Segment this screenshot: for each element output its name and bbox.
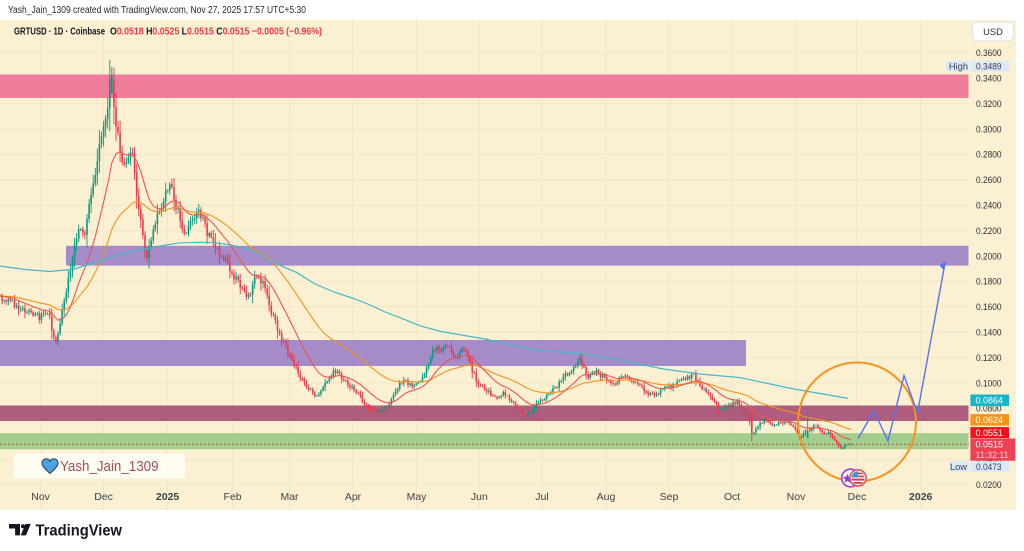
svg-text:O0.0518 H0.0525 L0.0515 C0.051: O0.0518 H0.0525 L0.0515 C0.0515 −0.0005 … [110,27,322,38]
svg-text:Nov: Nov [31,491,50,503]
svg-text:0.1200: 0.1200 [976,353,1002,363]
svg-text:0.0551: 0.0551 [976,428,1004,438]
svg-text:0.1600: 0.1600 [976,302,1002,312]
svg-text:Yash_Jain_1309 created with Tr: Yash_Jain_1309 created with TradingView.… [8,5,306,16]
svg-text:0.3600: 0.3600 [976,48,1002,58]
svg-text:0.0515: 0.0515 [976,440,1004,450]
svg-text:0.2600: 0.2600 [976,175,1002,185]
svg-text:Yash_Jain_1309: Yash_Jain_1309 [60,459,159,475]
svg-text:0.0473: 0.0473 [976,462,1002,472]
svg-text:Feb: Feb [224,491,242,503]
svg-text:Oct: Oct [724,491,740,503]
svg-text:0.0624: 0.0624 [976,415,1004,425]
svg-text:GRTUSD · 1D · Coinbase: GRTUSD · 1D · Coinbase [14,27,105,38]
svg-text:0.0864: 0.0864 [976,396,1004,406]
svg-text:0.3489: 0.3489 [976,61,1002,71]
svg-text:0.3400: 0.3400 [976,74,1002,84]
svg-text:0.3000: 0.3000 [976,124,1002,134]
svg-text:Dec: Dec [848,491,867,503]
svg-text:0.2400: 0.2400 [976,201,1002,211]
svg-text:0.2800: 0.2800 [976,150,1002,160]
svg-text:Low: Low [950,462,967,472]
svg-text:0.1400: 0.1400 [976,328,1002,338]
svg-text:0.0200: 0.0200 [976,480,1002,490]
svg-text:Jun: Jun [471,491,488,503]
svg-text:Dec: Dec [94,491,113,503]
svg-text:Sep: Sep [660,491,679,503]
svg-text:2025: 2025 [156,491,180,503]
svg-text:0.0800: 0.0800 [976,404,1002,414]
svg-text:11:32:11: 11:32:11 [976,450,1009,460]
svg-text:0.1800: 0.1800 [976,277,1002,287]
svg-text:Mar: Mar [280,491,299,503]
svg-text:Apr: Apr [345,491,362,503]
svg-text:2026: 2026 [909,491,933,503]
svg-text:Jul: Jul [535,491,548,503]
svg-text:0.1000: 0.1000 [976,378,1002,388]
svg-text:TradingView: TradingView [36,523,123,540]
svg-text:May: May [407,491,428,503]
svg-text:Nov: Nov [787,491,806,503]
svg-text:High: High [949,61,968,71]
svg-text:Aug: Aug [597,491,616,503]
svg-text:0.2200: 0.2200 [976,226,1002,236]
svg-text:0.2000: 0.2000 [976,251,1002,261]
svg-text:USD: USD [983,27,1003,37]
svg-text:0.3200: 0.3200 [976,99,1002,109]
